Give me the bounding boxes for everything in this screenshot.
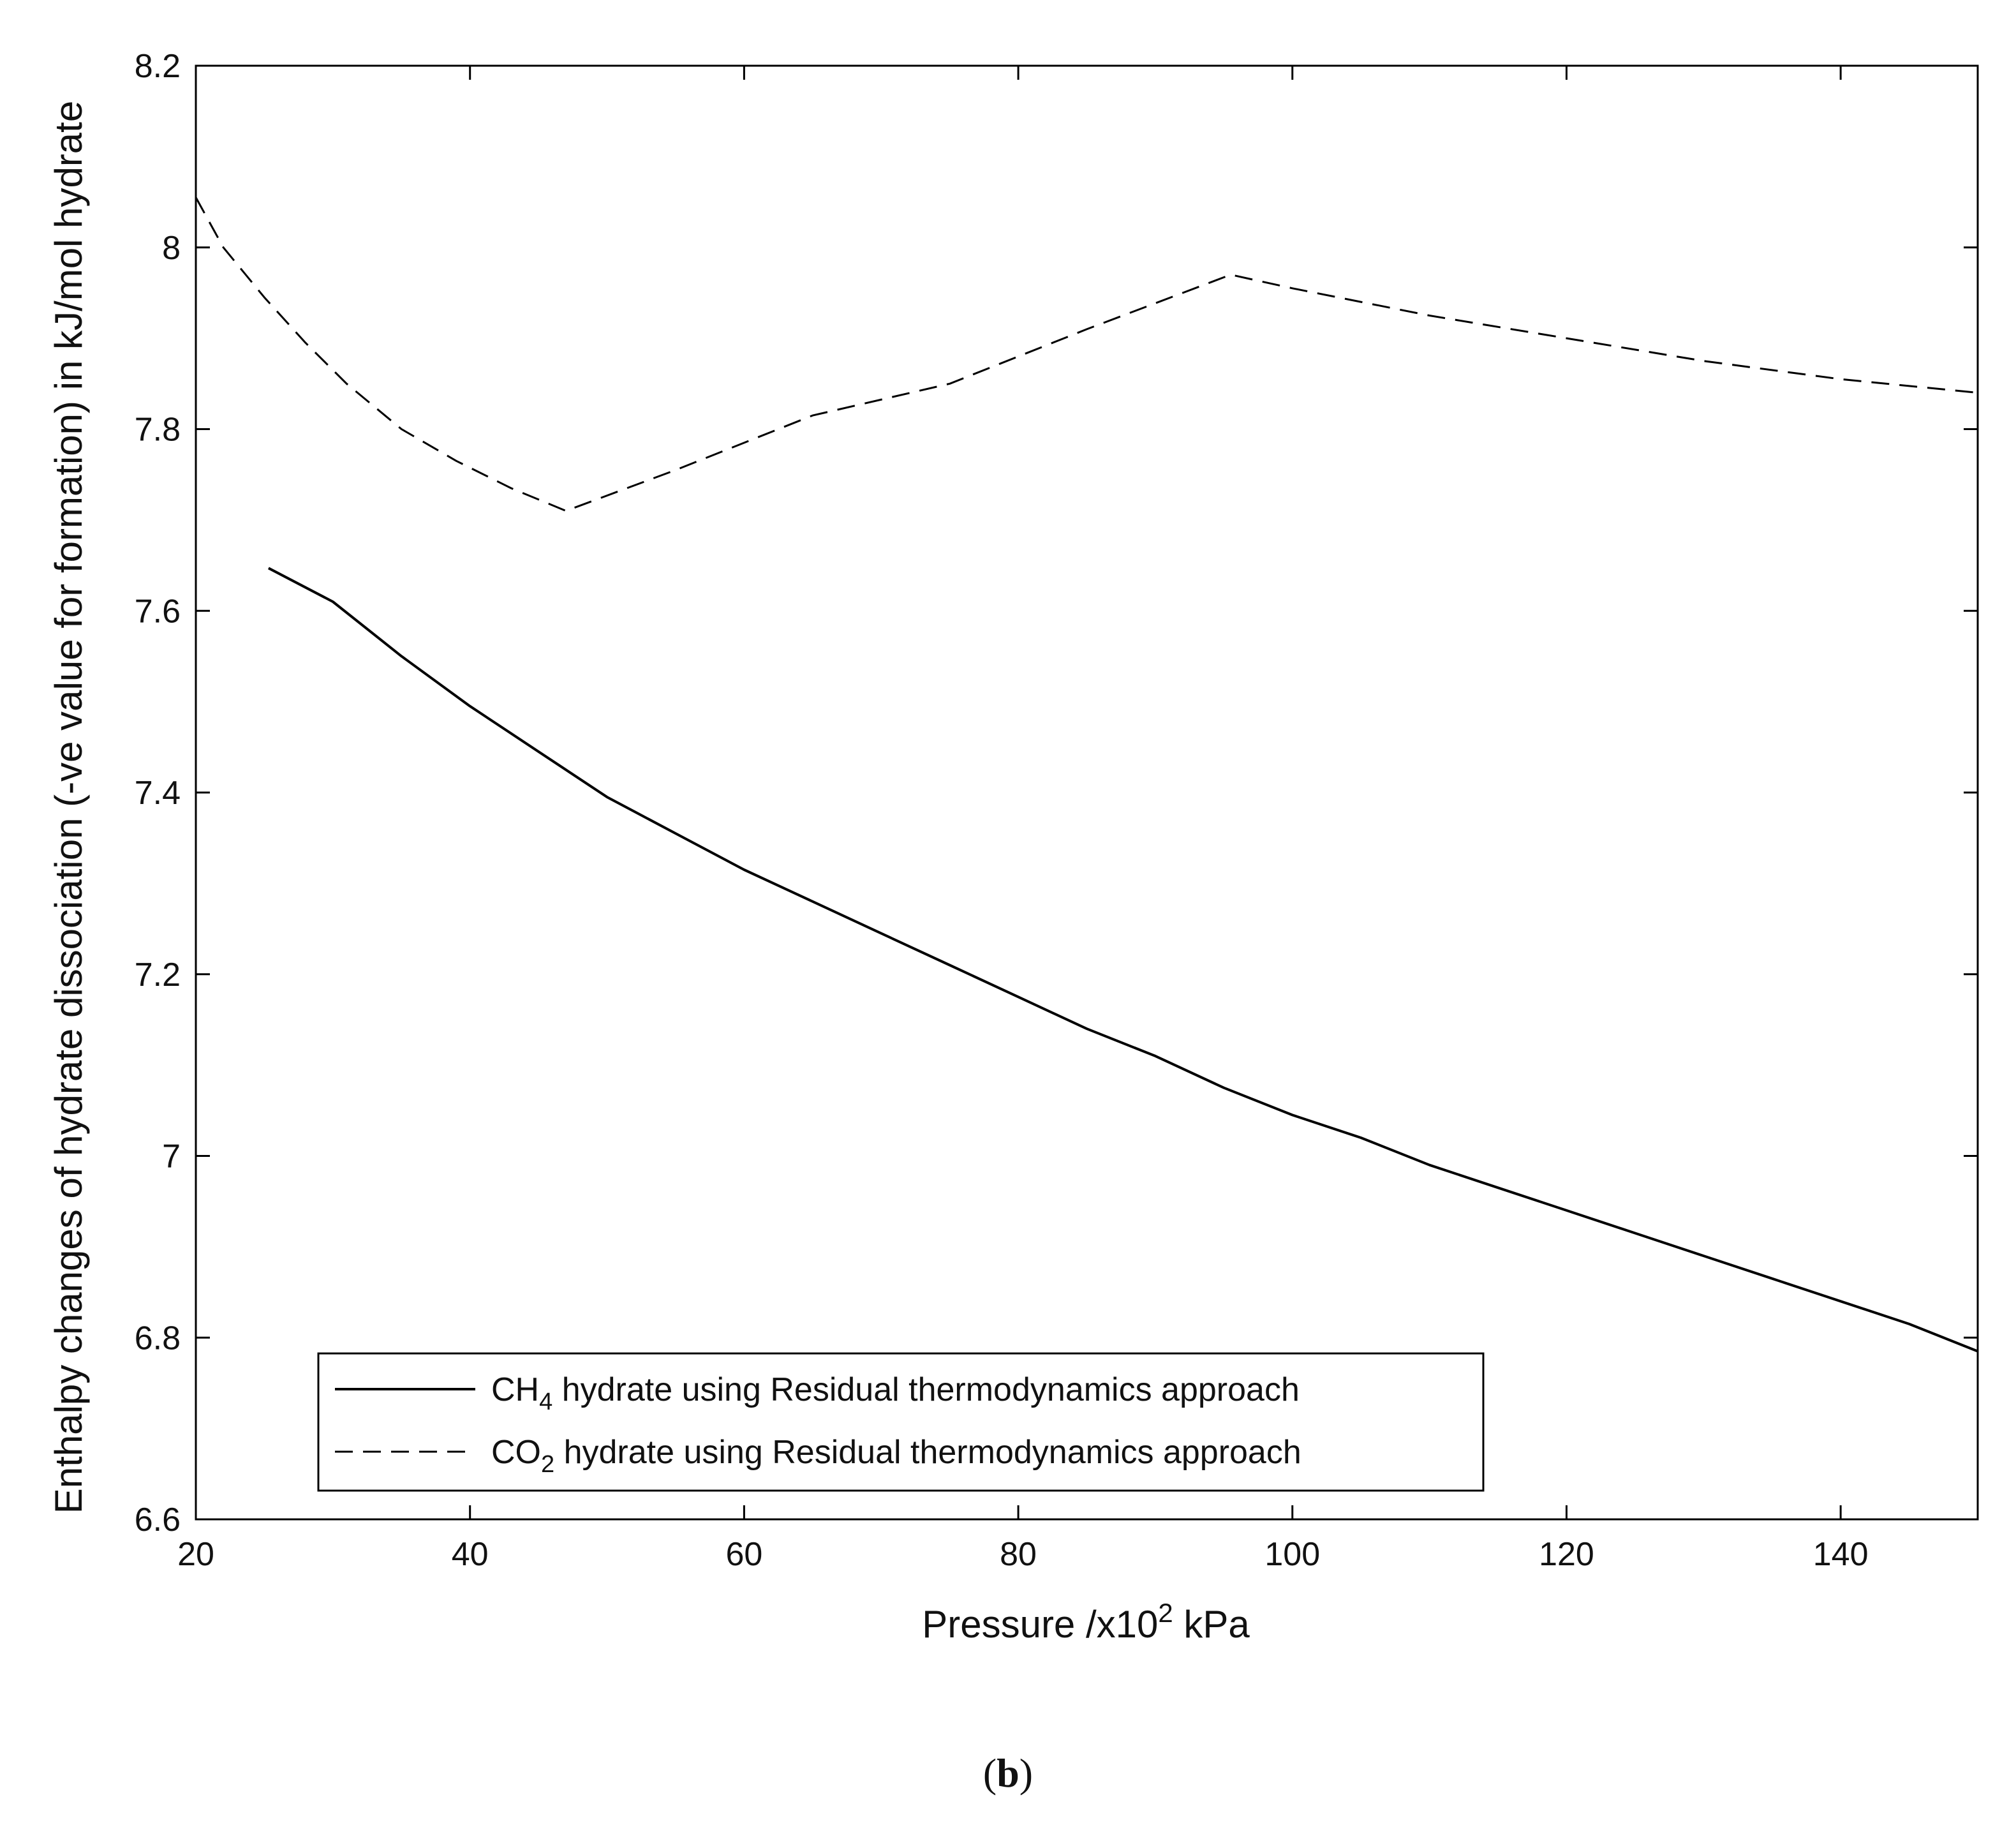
series-line-ch4 <box>267 567 1978 1353</box>
y-tick-label: 7.4 <box>135 775 181 812</box>
series-line-co2 <box>195 197 1978 512</box>
x-axis-title-exponent: 2 <box>1158 1598 1173 1628</box>
figure-caption: (b) <box>983 1750 1033 1796</box>
x-tick-label: 20 <box>177 1536 214 1573</box>
x-tick-label: 140 <box>1813 1536 1869 1573</box>
y-tick-label: 8.2 <box>135 48 181 85</box>
series-layer <box>195 197 1978 1353</box>
x-axis-title: Pressure /x102 kPa <box>922 1598 1250 1646</box>
y-axis-title: Enthalpy changes of hydrate dissociation… <box>47 101 90 1514</box>
y-tick-label: 7 <box>162 1138 181 1175</box>
y-tick-label: 6.6 <box>135 1501 181 1538</box>
legend: CH4 hydrate using Residual thermodynamic… <box>317 1352 1485 1492</box>
x-tick-label: 120 <box>1539 1536 1594 1573</box>
x-tick-labels: 20 40 60 80 100 120 140 <box>177 1536 1868 1573</box>
x-axis-title-suffix: kPa <box>1173 1603 1250 1646</box>
y-tick-label: 7.6 <box>135 593 181 630</box>
y-tick-label: 7.2 <box>135 957 181 994</box>
y-tick-labels: 6.6 6.8 7 7.2 7.4 7.6 7.8 8 8.2 <box>135 48 181 1538</box>
x-tick-label: 80 <box>1000 1536 1037 1573</box>
legend-label-co2: CO2 hydrate using Residual thermodynamic… <box>491 1434 1301 1478</box>
x-tick-label: 100 <box>1264 1536 1320 1573</box>
y-tick-label: 6.8 <box>135 1320 181 1357</box>
legend-label-ch4: CH4 hydrate using Residual thermodynamic… <box>491 1371 1300 1415</box>
y-tick-label: 8 <box>162 230 181 267</box>
y-tick-label: 7.8 <box>135 412 181 449</box>
x-tick-label: 60 <box>725 1536 762 1573</box>
x-tick-label: 40 <box>452 1536 489 1573</box>
x-axis-title-prefix: Pressure /x10 <box>922 1603 1158 1646</box>
legend-box <box>317 1352 1485 1492</box>
axis-ticks <box>195 64 1978 1521</box>
